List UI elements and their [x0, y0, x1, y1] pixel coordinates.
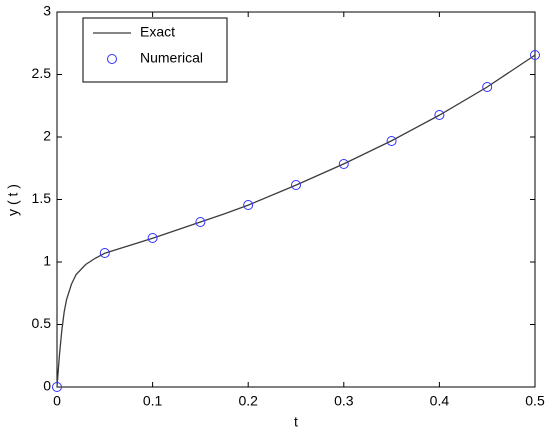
data-point	[99, 248, 110, 258]
data-point	[195, 217, 206, 227]
x-axis-label: t	[294, 414, 298, 430]
y-tick-label: 1	[43, 253, 51, 269]
data-point	[338, 159, 349, 169]
data-point	[434, 110, 445, 120]
data-point	[52, 382, 62, 392]
data-point	[386, 136, 397, 146]
y-tick-label: 2.5	[32, 65, 52, 81]
legend-label: Numerical	[140, 50, 203, 66]
legend-box	[82, 17, 228, 83]
y-tick-label: 3	[43, 3, 51, 19]
y-tick-label: 1.5	[32, 190, 52, 206]
x-tick-label: 0	[53, 393, 61, 409]
y-tick-label: 0.5	[32, 315, 52, 331]
data-point	[291, 180, 301, 190]
data-point	[482, 82, 493, 92]
data-point	[243, 200, 254, 210]
y-tick-label: 0	[43, 378, 51, 394]
legend-marker	[107, 54, 117, 64]
x-tick-label: 0.3	[334, 393, 354, 409]
x-tick-label: 0.1	[143, 393, 163, 409]
x-tick-label: 0.5	[525, 393, 545, 409]
legend-label: Exact	[140, 24, 175, 40]
data-point	[147, 233, 158, 243]
x-tick-label: 0.2	[238, 393, 258, 409]
exact-line	[56, 54, 536, 388]
x-tick-label: 0.4	[430, 393, 450, 409]
y-axis-label: y ( t )	[5, 184, 21, 216]
data-point	[530, 50, 540, 60]
y-tick-label: 2	[43, 128, 51, 144]
